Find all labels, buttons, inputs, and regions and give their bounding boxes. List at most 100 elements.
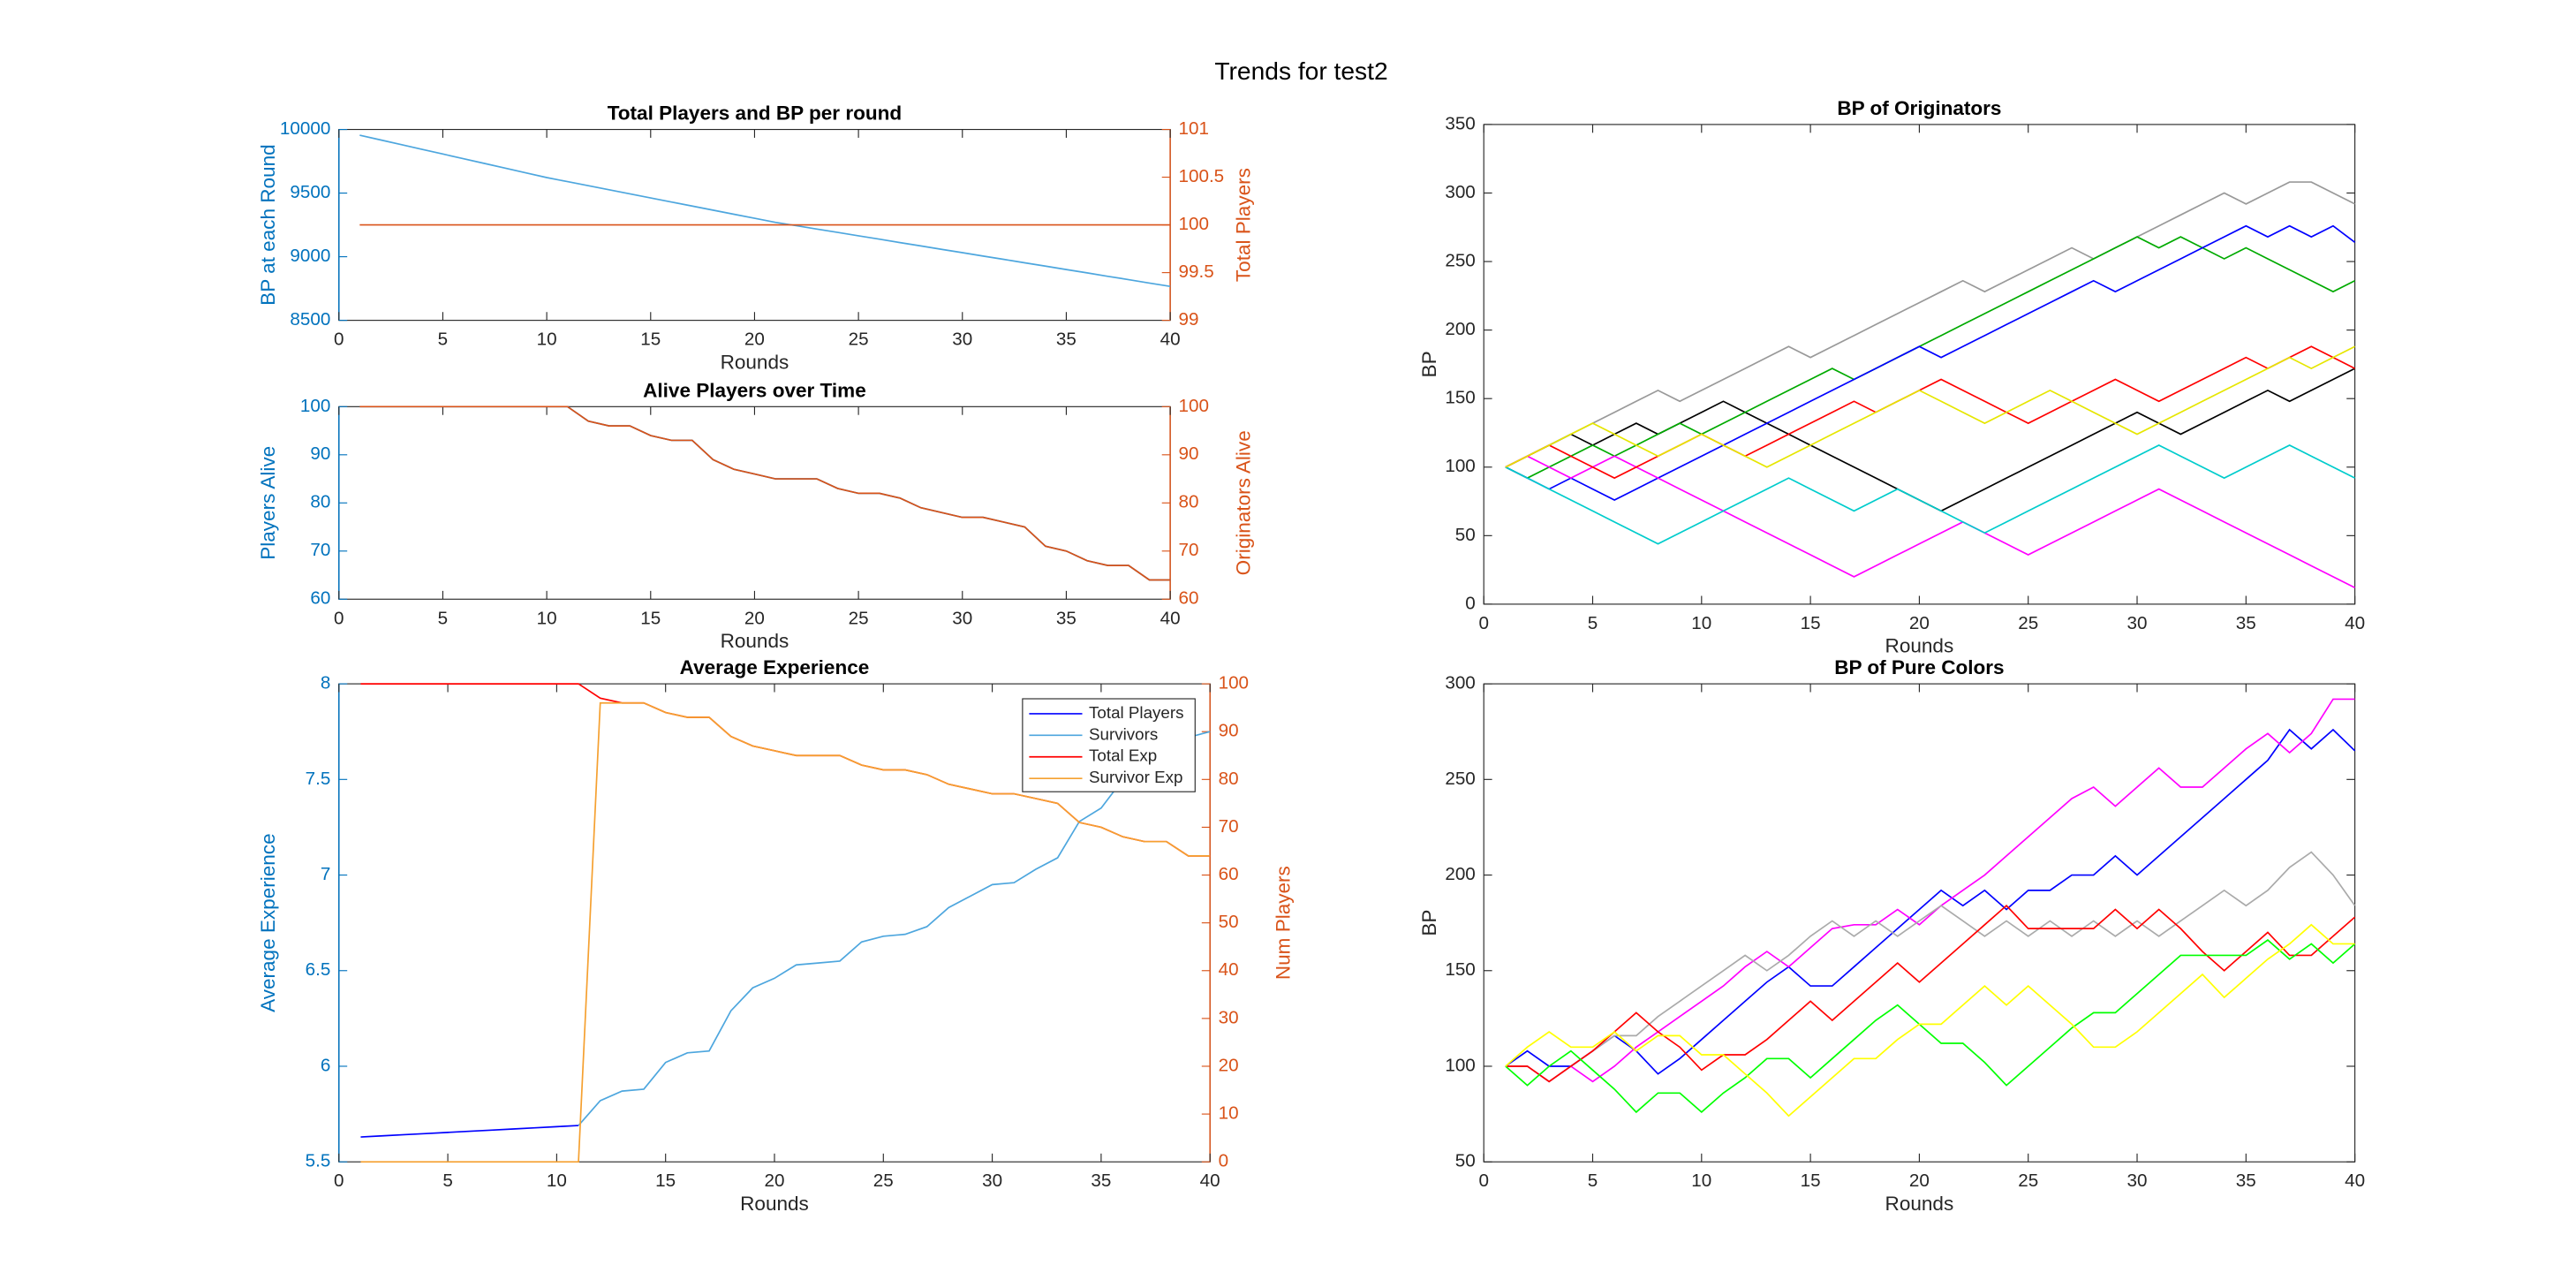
x-tick-label: 15 — [1801, 613, 1821, 633]
y-tick-label: 60 — [310, 588, 330, 609]
y2-tick-label: 0 — [1219, 1151, 1229, 1171]
y2-tick-label: 20 — [1219, 1055, 1239, 1075]
y-tick-label: 8500 — [290, 309, 330, 330]
x-tick-label: 35 — [1056, 608, 1076, 628]
x-tick-label: 25 — [849, 608, 869, 628]
y-tick-label: 50 — [1455, 525, 1476, 545]
y2-tick-label: 100 — [1219, 673, 1249, 693]
x-tick-label: 20 — [764, 1171, 784, 1191]
x-tick-label: 5 — [1588, 1171, 1598, 1191]
y2-tick-label: 70 — [1219, 816, 1239, 837]
series-line — [1505, 728, 2356, 1075]
x-tick-label: 15 — [640, 330, 661, 350]
x-tick-label: 20 — [1909, 1171, 1930, 1191]
y-tick-label: 5.5 — [306, 1151, 331, 1171]
y-axis-label: BP — [1418, 351, 1440, 377]
series-line — [359, 405, 1171, 581]
y2-tick-label: 60 — [1178, 588, 1198, 609]
y-tick-label: 7 — [321, 864, 330, 884]
x-tick-label: 0 — [1478, 1171, 1489, 1191]
y-tick-label: 80 — [310, 492, 330, 512]
chart-title: BP of Originators — [1837, 97, 2001, 119]
x-tick-label: 35 — [2236, 613, 2256, 633]
legend-label: Total Exp — [1089, 746, 1157, 765]
x-tick-label: 5 — [438, 608, 449, 628]
y-tick-label: 200 — [1445, 319, 1475, 339]
x-axis-label: Rounds — [721, 630, 789, 652]
y-tick-label: 8 — [321, 673, 330, 693]
y2-axis-label: Total Players — [1233, 168, 1255, 282]
x-tick-label: 10 — [537, 330, 557, 350]
x-tick-label: 25 — [2018, 613, 2038, 633]
y-tick-label: 7.5 — [306, 769, 331, 789]
x-tick-label: 15 — [1801, 1171, 1821, 1191]
x-tick-label: 20 — [1909, 613, 1930, 633]
y2-tick-label: 99.5 — [1178, 261, 1213, 282]
x-tick-label: 10 — [537, 608, 557, 628]
y-tick-label: 0 — [1465, 593, 1476, 613]
y2-tick-label: 90 — [1219, 721, 1239, 741]
series-line — [1505, 923, 2355, 1118]
x-tick-label: 5 — [438, 330, 449, 350]
x-tick-label: 20 — [744, 608, 765, 628]
chart-title: BP of Pure Colors — [1834, 656, 2004, 678]
series-line — [1505, 236, 2355, 480]
y2-tick-label: 70 — [1178, 540, 1198, 560]
x-axis-label: Rounds — [740, 1193, 809, 1215]
y-axis-label: Average Experience — [257, 833, 279, 1012]
y-tick-label: 6.5 — [306, 959, 331, 980]
series-line — [359, 134, 1171, 287]
series-line — [578, 731, 1211, 1126]
y-axis-label: BP at each Round — [257, 144, 279, 305]
x-tick-label: 0 — [334, 330, 344, 350]
x-tick-label: 30 — [2127, 1171, 2148, 1191]
y-tick-label: 9000 — [290, 246, 330, 266]
y2-tick-label: 100 — [1178, 396, 1208, 416]
y2-tick-label: 80 — [1178, 492, 1198, 512]
y-tick-label: 350 — [1445, 113, 1475, 133]
x-tick-label: 25 — [2018, 1171, 2038, 1191]
x-tick-label: 40 — [1200, 1171, 1220, 1191]
y-axis-label: BP — [1418, 910, 1440, 936]
x-tick-label: 35 — [1091, 1171, 1111, 1191]
y2-axis-label: Num Players — [1273, 866, 1295, 980]
y-tick-label: 150 — [1445, 388, 1475, 408]
series-line — [1505, 444, 2355, 545]
figure-title: Trends for test2 — [1214, 57, 1387, 85]
y-tick-label: 100 — [1445, 456, 1475, 476]
x-tick-label: 20 — [744, 330, 765, 350]
series-line — [360, 1125, 579, 1138]
y-tick-label: 50 — [1455, 1151, 1476, 1171]
x-tick-label: 40 — [1160, 330, 1181, 350]
x-axis-label: Rounds — [1885, 635, 1954, 657]
y2-tick-label: 50 — [1219, 912, 1239, 932]
y2-tick-label: 60 — [1219, 864, 1239, 884]
y-tick-label: 300 — [1445, 182, 1475, 202]
x-tick-label: 40 — [2345, 613, 2365, 633]
y2-tick-label: 90 — [1178, 443, 1198, 464]
y2-tick-label: 30 — [1219, 1007, 1239, 1027]
x-tick-label: 5 — [1588, 613, 1598, 633]
y-tick-label: 90 — [310, 443, 330, 464]
x-tick-label: 10 — [547, 1171, 567, 1191]
y-tick-label: 70 — [310, 540, 330, 560]
y-tick-label: 100 — [300, 396, 330, 416]
series-line — [1505, 939, 2356, 1114]
x-tick-label: 15 — [655, 1171, 676, 1191]
y-tick-label: 10000 — [280, 118, 330, 139]
x-tick-label: 35 — [2236, 1171, 2256, 1191]
chart-title: Average Experience — [680, 656, 870, 678]
x-tick-label: 40 — [2345, 1171, 2365, 1191]
y2-tick-label: 101 — [1178, 118, 1208, 139]
x-axis-label: Rounds — [1885, 1193, 1954, 1215]
x-tick-label: 25 — [849, 330, 869, 350]
x-tick-label: 10 — [1691, 1171, 1711, 1191]
y2-tick-label: 100.5 — [1178, 166, 1224, 186]
x-tick-label: 0 — [334, 608, 344, 628]
chart-title: Total Players and BP per round — [608, 102, 902, 125]
series-line — [1505, 904, 2356, 1083]
series-line — [1505, 698, 2355, 1083]
series-line — [1505, 851, 2356, 1083]
